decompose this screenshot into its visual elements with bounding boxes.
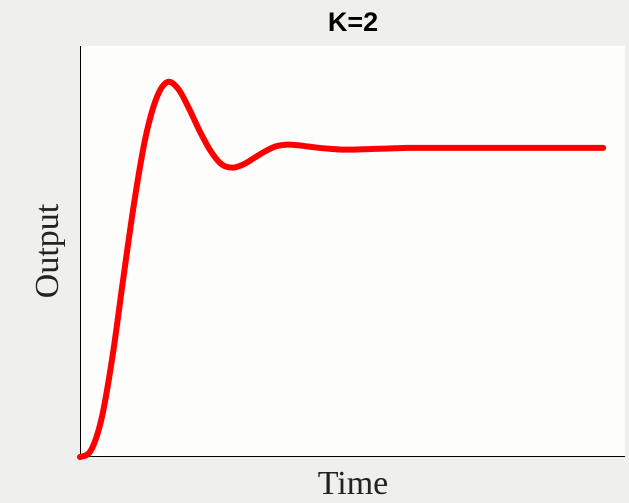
chart-title: K=2 <box>328 7 378 37</box>
plot-area <box>80 46 625 457</box>
series-layer <box>77 78 607 460</box>
y-axis-label: Output <box>29 203 66 298</box>
x-axis-label: Time <box>318 465 389 502</box>
series-line-0 <box>77 78 607 460</box>
